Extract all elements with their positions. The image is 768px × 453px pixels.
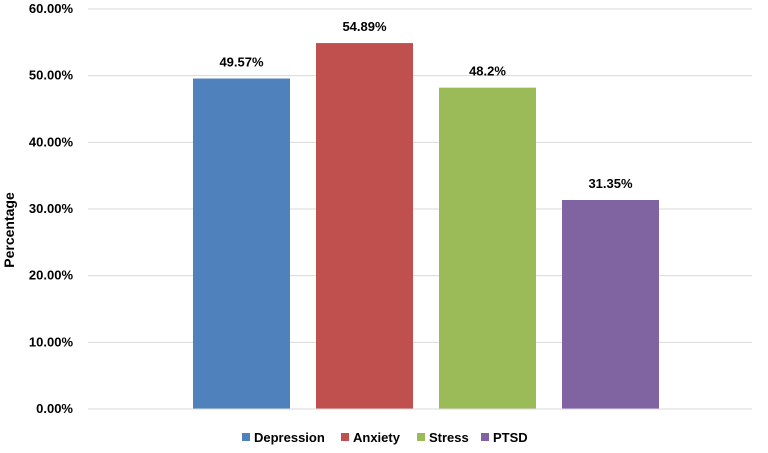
y-tick-label: 60.00%	[29, 1, 74, 16]
legend-swatch-stress	[417, 433, 425, 441]
bars	[193, 43, 659, 410]
data-label-depression: 49.57%	[219, 55, 264, 70]
legend-label-ptsd: PTSD	[493, 430, 528, 445]
y-tick-label: 40.00%	[29, 134, 74, 149]
bar-ptsd	[562, 200, 659, 409]
legend-swatch-ptsd	[481, 433, 489, 441]
bar-anxiety	[316, 43, 413, 410]
data-label-ptsd: 31.35%	[588, 176, 633, 191]
y-tick-label: 20.00%	[29, 268, 74, 283]
y-axis-title: Percentage	[1, 192, 17, 268]
legend-label-anxiety: Anxiety	[353, 430, 401, 445]
legend-label-depression: Depression	[254, 430, 325, 445]
data-label-anxiety: 54.89%	[342, 19, 387, 34]
legend-swatch-anxiety	[341, 433, 349, 441]
y-axis-ticks: 0.00% 10.00% 20.00% 30.00% 40.00% 50.00% 60.00…	[29, 1, 74, 416]
data-label-stress: 48.2%	[469, 64, 506, 79]
legend: Depression Anxiety Stress PTSD	[242, 430, 528, 445]
data-labels: 49.57% 54.89% 48.2% 31.35%	[219, 19, 633, 191]
y-tick-label: 10.00%	[29, 334, 74, 349]
legend-label-stress: Stress	[429, 430, 469, 445]
y-tick-label: 50.00%	[29, 68, 74, 83]
legend-swatch-depression	[242, 433, 250, 441]
bar-stress	[439, 87, 536, 410]
y-tick-label: 30.00%	[29, 201, 74, 216]
y-tick-label: 0.00%	[36, 401, 73, 416]
bar-depression	[193, 78, 290, 410]
